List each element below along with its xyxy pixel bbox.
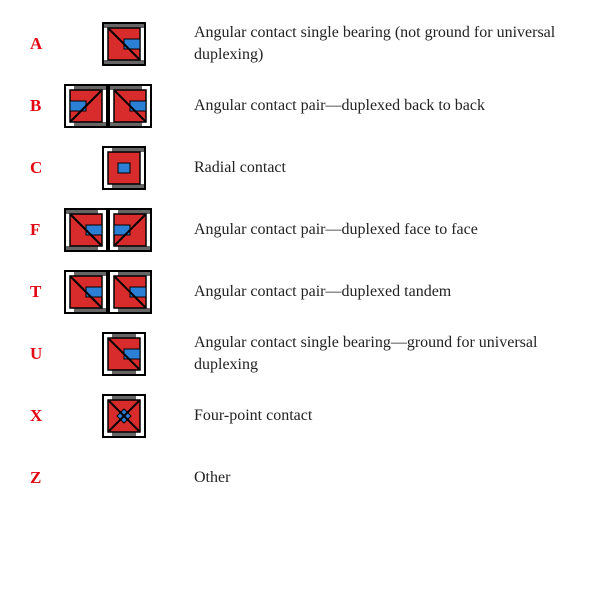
type-description: Radial contact bbox=[184, 157, 570, 179]
bearing-type-row: C Radial contact bbox=[30, 144, 570, 192]
bearing-icon bbox=[64, 394, 184, 438]
bearing-icon bbox=[64, 332, 184, 376]
type-code: A bbox=[30, 34, 64, 54]
type-code: U bbox=[30, 344, 64, 364]
bearing-type-row: Z Other bbox=[30, 454, 570, 502]
type-code: B bbox=[30, 96, 64, 116]
bearing-icon bbox=[64, 208, 184, 252]
bearing-type-row: A Angular contact single bearing (not gro… bbox=[30, 20, 570, 68]
bearing-type-row: X Four-point contact bbox=[30, 392, 570, 440]
bearing-type-row: T Angular contact pair—duplexed tandem bbox=[30, 268, 570, 316]
bearing-icon bbox=[64, 270, 184, 314]
type-description: Angular contact pair—duplexed face to fa… bbox=[184, 219, 570, 241]
type-code: F bbox=[30, 220, 64, 240]
bearing-type-row: F Angular contact pair—duplexed face to f… bbox=[30, 206, 570, 254]
bearing-icon bbox=[64, 22, 184, 66]
type-code: T bbox=[30, 282, 64, 302]
type-code: C bbox=[30, 158, 64, 178]
type-code: Z bbox=[30, 468, 64, 488]
bearing-icon bbox=[64, 146, 184, 190]
type-description: Four-point contact bbox=[184, 405, 570, 427]
type-description: Angular contact single bearing (not grou… bbox=[184, 22, 570, 65]
type-description: Angular contact pair—duplexed back to ba… bbox=[184, 95, 570, 117]
bearing-icon bbox=[64, 84, 184, 128]
bearing-type-row: B Angular contact pair—duplexed back to b… bbox=[30, 82, 570, 130]
type-description: Angular contact single bearing—ground fo… bbox=[184, 332, 570, 375]
type-description: Other bbox=[184, 467, 570, 489]
type-code: X bbox=[30, 406, 64, 426]
bearing-type-row: U Angular contact single bearing—ground f… bbox=[30, 330, 570, 378]
type-description: Angular contact pair—duplexed tandem bbox=[184, 281, 570, 303]
